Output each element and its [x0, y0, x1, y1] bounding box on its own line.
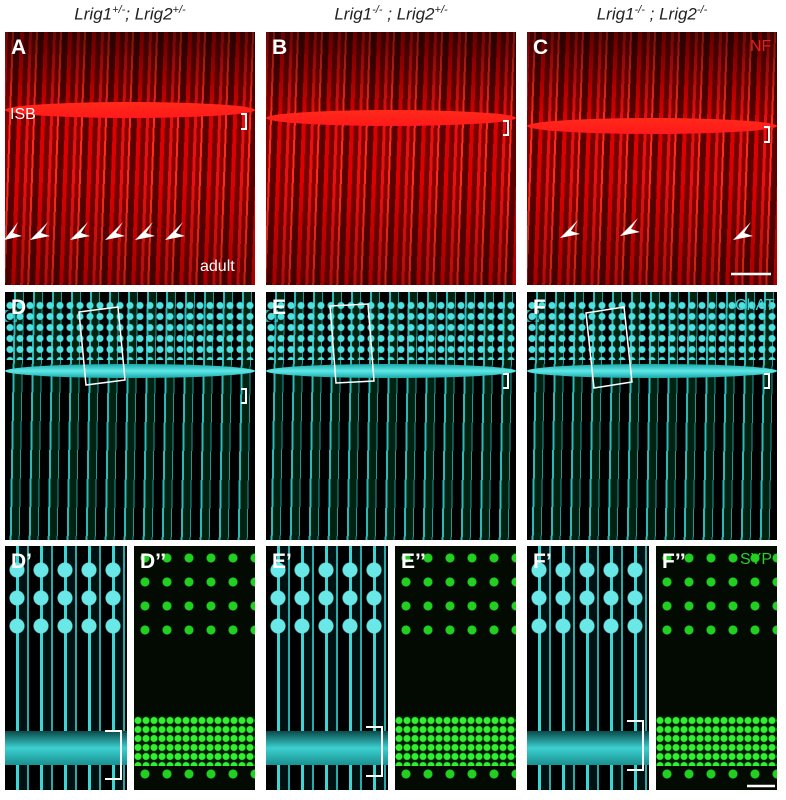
arrowhead [135, 222, 155, 240]
bracket [627, 720, 644, 771]
separator: ; [644, 4, 660, 24]
genotype: -/- [634, 4, 645, 16]
synapse-band [395, 716, 516, 766]
isb-band [527, 118, 777, 134]
plexus-band [5, 364, 255, 378]
inset-box [329, 303, 375, 384]
bracket [764, 126, 770, 143]
column-header: Lrig1+/-; Lrig2+/- [5, 4, 255, 25]
micrograph-panel: F’ [527, 546, 649, 790]
plexus-band [5, 731, 127, 765]
micrograph-panel: E’’ [395, 546, 516, 790]
panel-label: E [272, 296, 287, 319]
gene: Lrig2 [396, 4, 435, 24]
plexus-band [527, 364, 777, 378]
separator: ; [125, 4, 135, 24]
arrowhead [560, 220, 580, 238]
marker-label: ChAT [735, 297, 775, 314]
soma-layer [5, 300, 255, 360]
panel-label: F [533, 296, 546, 319]
micrograph-panel: F’’ [656, 546, 777, 790]
inset-box [78, 306, 126, 386]
synapse-band [656, 716, 777, 766]
genotype: -/- [372, 4, 383, 16]
soma-layer [266, 556, 388, 641]
panel-label: F’’ [662, 550, 686, 573]
micrograph-panel: E’ [266, 546, 388, 790]
soma-layer [527, 556, 649, 641]
soma-layer [266, 300, 516, 360]
panel-label: D [11, 296, 27, 319]
genotype: +/- [434, 4, 448, 16]
plexus-band [266, 731, 388, 765]
arrowhead [30, 222, 50, 240]
panel-label: C [533, 36, 549, 59]
soma-layer [527, 300, 777, 360]
gene: Lrig1 [596, 4, 635, 24]
micrograph-panel: D’’ [134, 546, 255, 790]
micrograph-panel: D [5, 292, 255, 540]
genotype: +/- [112, 4, 126, 16]
dark-gap [134, 641, 255, 716]
column-header: Lrig1-/- ; Lrig2+/- [266, 4, 516, 25]
inset-box [585, 306, 633, 389]
bracket [764, 373, 770, 389]
arrowheads [4, 218, 753, 240]
synapse-band [134, 716, 255, 766]
genotype: +/- [172, 4, 186, 16]
bracket [241, 388, 247, 404]
micrograph-panel: A [5, 32, 255, 285]
isb-band [5, 102, 255, 118]
bracket [503, 120, 509, 136]
arrowhead [4, 222, 22, 240]
bracket [241, 113, 247, 130]
panel-label: D’ [11, 550, 32, 573]
panel-label: F’ [533, 550, 552, 573]
panel-label: E’ [272, 550, 292, 573]
marker-label: NF [750, 38, 772, 55]
panel-label: A [11, 36, 27, 59]
gene: Lrig2 [134, 4, 173, 24]
dark-gap [656, 641, 777, 716]
gene: Lrig1 [334, 4, 373, 24]
micrograph-panel: B [266, 32, 516, 285]
marker-label: SYP [740, 551, 773, 568]
separator: ; [382, 4, 397, 24]
micrograph-panel: E [266, 292, 516, 540]
isb-band [266, 110, 516, 126]
genotype: -/- [696, 4, 708, 16]
dark-gap [395, 641, 516, 716]
bracket [105, 730, 122, 780]
arrowhead [165, 222, 185, 240]
micrograph-panel: D’ [5, 546, 127, 790]
isb-label: ISB [10, 106, 36, 123]
arrowhead [620, 218, 640, 236]
plexus-band [527, 731, 649, 765]
column-header: Lrig1-/- ; Lrig2-/- [527, 4, 777, 25]
micrograph-panel: F [527, 292, 777, 540]
micrograph-panel: C [527, 32, 777, 285]
arrowhead [105, 222, 125, 240]
panel-label: D’’ [140, 550, 167, 573]
gene: Lrig2 [659, 4, 697, 24]
soma-layer [5, 556, 127, 641]
panel-label: E’’ [401, 550, 426, 573]
gene: Lrig1 [74, 4, 113, 24]
arrowhead [733, 222, 753, 240]
arrowhead [70, 222, 90, 240]
panel-label: B [272, 36, 288, 59]
bracket [366, 726, 383, 777]
bracket [503, 373, 509, 389]
age-label: adult [200, 258, 235, 275]
plexus-band [266, 364, 516, 378]
